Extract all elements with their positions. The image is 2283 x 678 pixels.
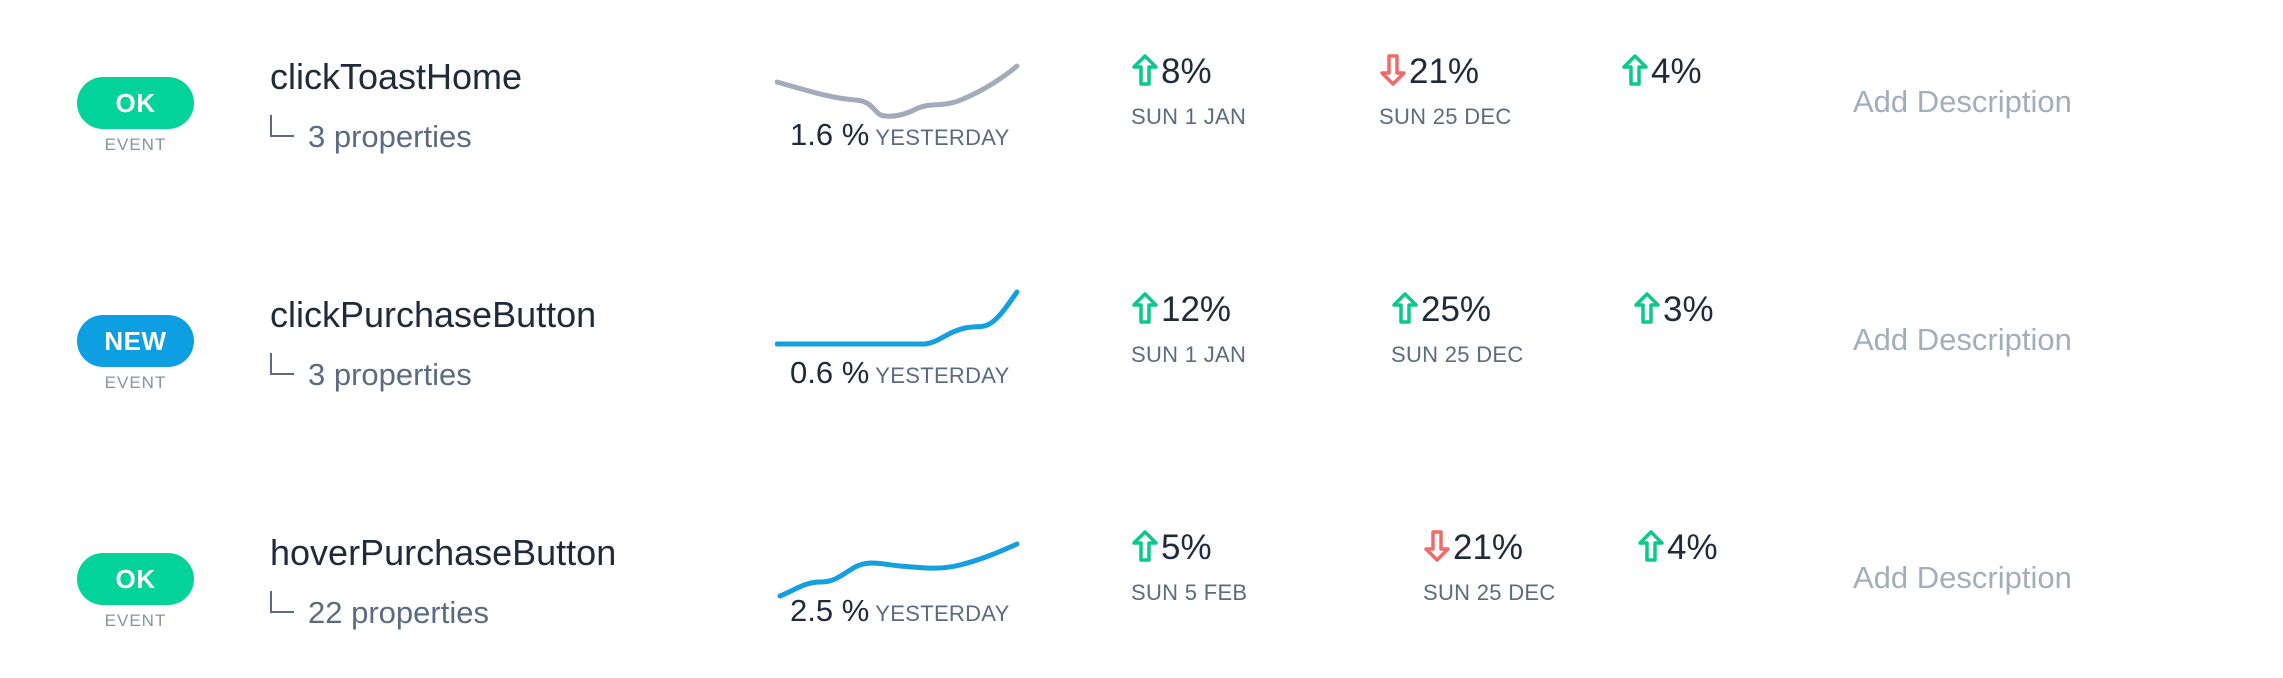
sparkline-line bbox=[777, 541, 1020, 599]
status-badge: NEW bbox=[77, 315, 194, 367]
trend-percent: 8% bbox=[1161, 52, 1212, 91]
tree-branch-icon bbox=[270, 591, 294, 613]
yesterday-rate: 0.6 % YESTERDAY bbox=[790, 355, 1010, 391]
event-type-label: EVENT bbox=[104, 611, 167, 630]
trend-date: SUN 25 DEC bbox=[1391, 342, 1524, 367]
arrow-up-icon bbox=[1132, 292, 1158, 324]
rate-label: YESTERDAY bbox=[875, 601, 1010, 626]
trend-week: 5% SUN 5 FEB bbox=[1131, 528, 1247, 606]
properties-link[interactable]: 22 properties bbox=[270, 591, 489, 631]
trend-percent: 21% bbox=[1409, 52, 1480, 91]
sparkline-chart bbox=[775, 289, 1020, 347]
properties-count: 22 properties bbox=[308, 595, 489, 630]
rate-value: 0.6 % bbox=[790, 355, 870, 390]
trend-percent: 21% bbox=[1453, 528, 1524, 567]
arrow-up-icon bbox=[1392, 292, 1418, 324]
tree-branch-icon bbox=[270, 115, 294, 137]
arrow-up-icon bbox=[1634, 292, 1660, 324]
arrow-down-icon bbox=[1380, 54, 1406, 86]
yesterday-rate: 1.6 % YESTERDAY bbox=[790, 117, 1010, 153]
properties-link[interactable]: 3 properties bbox=[270, 115, 472, 155]
trend-month: 21% SUN 25 DEC bbox=[1423, 528, 1556, 606]
status-badge-group: NEW EVENT bbox=[77, 315, 194, 393]
trend-percent: 4% bbox=[1651, 52, 1702, 91]
trend-percent: 12% bbox=[1161, 290, 1232, 329]
add-description-button[interactable]: Add Description bbox=[1853, 322, 2072, 357]
trend-overall: 4% bbox=[1637, 528, 1718, 580]
trend-week: 8% SUN 1 JAN bbox=[1131, 52, 1246, 130]
event-row[interactable]: OK EVENT hoverPurchaseButton 22 properti… bbox=[0, 496, 2283, 656]
trend-overall: 4% bbox=[1621, 52, 1702, 104]
sparkline-chart bbox=[777, 541, 1020, 599]
yesterday-rate: 2.5 % YESTERDAY bbox=[790, 593, 1010, 629]
trend-week: 12% SUN 1 JAN bbox=[1131, 290, 1246, 368]
trend-date: SUN 25 DEC bbox=[1423, 580, 1556, 605]
trend-percent: 3% bbox=[1663, 290, 1714, 329]
arrow-up-icon bbox=[1132, 54, 1158, 86]
rate-label: YESTERDAY bbox=[875, 363, 1010, 388]
trend-overall: 3% bbox=[1633, 290, 1714, 342]
status-badge: OK bbox=[77, 77, 194, 129]
trend-month: 25% SUN 25 DEC bbox=[1391, 290, 1524, 368]
event-row[interactable]: NEW EVENT clickPurchaseButton 3 properti… bbox=[0, 258, 2283, 418]
status-badge-group: OK EVENT bbox=[77, 77, 194, 155]
trend-month: 21% SUN 25 DEC bbox=[1379, 52, 1512, 130]
trend-date: SUN 1 JAN bbox=[1131, 342, 1247, 367]
arrow-down-icon bbox=[1424, 530, 1450, 562]
sparkline-line bbox=[775, 289, 1020, 347]
add-description-button[interactable]: Add Description bbox=[1853, 84, 2072, 119]
add-description-button[interactable]: Add Description bbox=[1853, 560, 2072, 595]
trend-percent: 25% bbox=[1421, 290, 1492, 329]
tree-branch-icon bbox=[270, 353, 294, 375]
arrow-up-icon bbox=[1132, 530, 1158, 562]
event-name[interactable]: hoverPurchaseButton bbox=[270, 532, 617, 573]
trend-percent: 5% bbox=[1161, 528, 1212, 567]
properties-count: 3 properties bbox=[308, 119, 472, 154]
trend-date: SUN 1 JAN bbox=[1131, 104, 1247, 129]
sparkline-chart bbox=[775, 63, 1020, 119]
properties-count: 3 properties bbox=[308, 357, 472, 392]
arrow-up-icon bbox=[1638, 530, 1664, 562]
trend-date: SUN 25 DEC bbox=[1379, 104, 1512, 129]
rate-value: 2.5 % bbox=[790, 593, 870, 628]
rate-value: 1.6 % bbox=[790, 117, 870, 152]
trend-percent: 4% bbox=[1667, 528, 1718, 567]
rate-label: YESTERDAY bbox=[875, 125, 1010, 150]
event-type-label: EVENT bbox=[104, 135, 167, 154]
status-badge-group: OK EVENT bbox=[77, 553, 194, 631]
status-badge: OK bbox=[77, 553, 194, 605]
properties-link[interactable]: 3 properties bbox=[270, 353, 472, 393]
event-type-label: EVENT bbox=[104, 373, 167, 392]
event-row[interactable]: OK EVENT clickToastHome 3 properties 1.6… bbox=[0, 20, 2283, 180]
event-name[interactable]: clickPurchaseButton bbox=[270, 294, 597, 335]
trend-date: SUN 5 FEB bbox=[1131, 580, 1248, 605]
arrow-up-icon bbox=[1622, 54, 1648, 86]
sparkline-line bbox=[775, 63, 1020, 119]
event-name[interactable]: clickToastHome bbox=[270, 56, 523, 97]
